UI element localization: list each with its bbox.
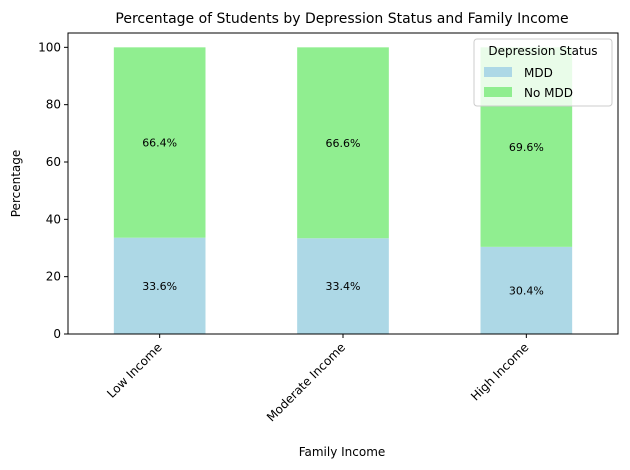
bar-segment: [113, 237, 206, 334]
x-axis-label: Family Income: [299, 445, 386, 459]
series-no-mdd: 66.4% 66.6% 69.6%: [113, 47, 573, 247]
y-tick-label: 40: [46, 212, 61, 226]
plot-area: 33.6% 33.4% 30.4% 66.4% 66.6% 69.6% 0 20 40 60 80 1…: [38, 32, 619, 424]
x-tick-label: Low Income: [104, 340, 165, 401]
y-axis: 0 20 40 60 80 100: [38, 40, 68, 341]
bar-value-label: 66.4%: [142, 137, 177, 150]
bar-value-label: 66.6%: [326, 137, 361, 150]
legend: Depression Status MDD No MDD: [473, 38, 613, 107]
legend-label: No MDD: [524, 86, 573, 100]
bar-segment: [297, 238, 389, 334]
bar-segment: [297, 47, 389, 239]
x-axis: Low Income Moderate Income High Income: [104, 334, 531, 424]
bar-segment: [480, 246, 573, 334]
x-tick-label: High Income: [468, 340, 531, 403]
bar-value-label: 33.4%: [326, 280, 361, 293]
y-tick-label: 80: [46, 98, 61, 112]
y-tick-label: 60: [46, 155, 61, 169]
legend-swatch: [484, 67, 512, 77]
x-tick-label: Moderate Income: [264, 340, 348, 424]
legend-label: MDD: [524, 66, 553, 80]
legend-swatch: [484, 87, 512, 97]
y-tick-label: 20: [46, 270, 61, 284]
bar-value-label: 69.6%: [509, 141, 544, 154]
bar-segment: [113, 47, 206, 238]
legend-title: Depression Status: [488, 44, 597, 58]
y-tick-label: 0: [53, 327, 61, 341]
y-tick-label: 100: [38, 40, 61, 54]
series-mdd: 33.6% 33.4% 30.4%: [113, 237, 573, 334]
bar-value-label: 33.6%: [142, 280, 177, 293]
chart-title: Percentage of Students by Depression Sta…: [115, 11, 568, 27]
y-axis-label: Percentage: [9, 150, 23, 218]
bar-value-label: 30.4%: [509, 284, 544, 297]
